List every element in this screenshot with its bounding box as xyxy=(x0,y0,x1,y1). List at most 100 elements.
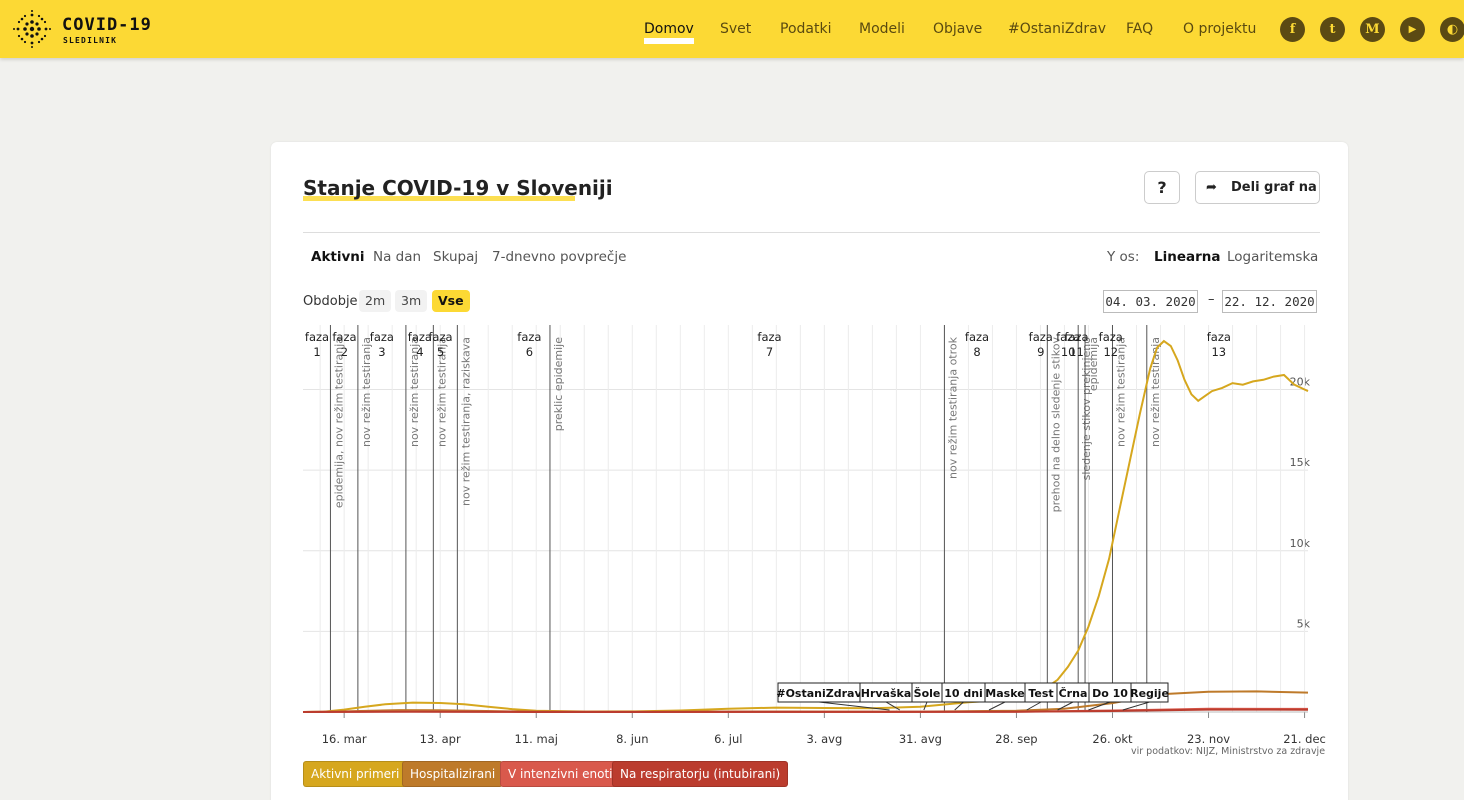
x-tick-label: 31. avg xyxy=(899,732,942,746)
phase-number: 13 xyxy=(1211,345,1226,359)
phase-number: 2 xyxy=(341,345,348,359)
phase-number: 3 xyxy=(378,345,385,359)
card-title: Stanje COVID-19 v Sloveniji xyxy=(303,176,613,200)
top-navbar: COVID-19 SLEDILNIK Domov Svet Podatki Mo… xyxy=(0,0,1464,58)
share-button[interactable]: ➦ Deli graf na xyxy=(1195,171,1320,204)
period-2m[interactable]: 2m xyxy=(359,290,392,312)
phase-number: 8 xyxy=(973,345,980,359)
phase-number: 4 xyxy=(416,345,423,359)
logo-title: COVID-19 xyxy=(62,15,152,35)
phase-label: faza xyxy=(1099,330,1123,344)
phase-label: faza xyxy=(332,330,356,344)
divider xyxy=(303,232,1320,233)
date-from-input[interactable]: 04. 03. 2020 xyxy=(1103,290,1198,313)
chart-card: Stanje COVID-19 v Sloveniji ? ➦ Deli gra… xyxy=(271,142,1348,800)
facebook-icon[interactable]: f xyxy=(1280,17,1305,42)
flag-label: #OstaniZdrav xyxy=(776,687,862,700)
y-axis-label: Y os: xyxy=(1107,249,1140,265)
x-tick-label: 23. nov xyxy=(1187,732,1230,746)
twitter-icon[interactable]: t xyxy=(1320,17,1345,42)
x-tick-label: 3. avg xyxy=(806,732,842,746)
flag-pointer xyxy=(988,701,1006,711)
phase-label: faza xyxy=(517,330,541,344)
nav-podatki[interactable]: Podatki xyxy=(780,21,832,37)
nav-ostanizdrav[interactable]: #OstaniZdrav xyxy=(1008,21,1106,37)
x-tick-label: 6. jul xyxy=(714,732,742,746)
phase-label: faza xyxy=(428,330,452,344)
nav-objave[interactable]: Objave xyxy=(933,21,983,37)
phase-label: faza xyxy=(1207,330,1231,344)
phase-label: faza xyxy=(1064,330,1088,344)
event-label: nov režim testiranja xyxy=(360,337,373,447)
nav-faq[interactable]: FAQ xyxy=(1126,21,1154,37)
x-tick-label: 26. okt xyxy=(1092,732,1133,746)
nav-svet[interactable]: Svet xyxy=(720,21,752,37)
phase-number: 11 xyxy=(1069,345,1084,359)
legend-hospitalizirani[interactable]: Hospitalizirani xyxy=(402,761,504,787)
phase-number: 9 xyxy=(1037,345,1044,359)
legend-respirator[interactable]: Na respiratorju (intubirani) xyxy=(612,761,789,787)
event-label: prehod na delno sledenje stikov xyxy=(1049,337,1062,513)
period-label: Obdobje xyxy=(303,294,358,309)
x-tick-label: 28. sep xyxy=(995,732,1037,746)
event-label: epidemija, nov režim testiranja xyxy=(332,337,345,508)
tab-skupaj[interactable]: Skupaj xyxy=(433,249,479,265)
flag-box xyxy=(1130,682,1169,703)
share-label: Deli graf na xyxy=(1231,180,1317,195)
event-label: nov režim testiranja xyxy=(408,337,421,447)
x-tick-label: 8. jun xyxy=(616,732,648,746)
data-source: vir podatkov: NIJZ, Ministrstvo za zdrav… xyxy=(1131,746,1326,757)
logo[interactable]: COVID-19 SLEDILNIK xyxy=(12,9,162,49)
phase-label: faza xyxy=(757,330,781,344)
flag-pointer xyxy=(1122,701,1150,711)
x-tick-label: 11. maj xyxy=(515,732,558,746)
event-label: sledenje stikov prekinjeno xyxy=(1080,337,1093,481)
help-button[interactable]: ? xyxy=(1144,171,1180,204)
period-vse[interactable]: Vse xyxy=(432,290,470,312)
phase-label: faza xyxy=(408,330,432,344)
event-label: nov režim testiranja xyxy=(435,337,448,447)
github-icon[interactable]: ◐ xyxy=(1440,17,1464,42)
date-to-input[interactable]: 22. 12. 2020 xyxy=(1222,290,1317,313)
y-axis-log[interactable]: Logaritemska xyxy=(1227,249,1319,265)
event-label: nov režim testiranja, raziskava xyxy=(459,337,472,506)
nav-o-projektu[interactable]: O projektu xyxy=(1183,21,1257,37)
series-line xyxy=(302,339,1309,713)
nav-domov[interactable]: Domov xyxy=(644,21,694,44)
nav-modeli[interactable]: Modeli xyxy=(859,21,905,37)
title-underline xyxy=(303,196,575,201)
y-tick-label: 5k xyxy=(1297,617,1311,630)
flag-pointer xyxy=(923,701,928,711)
logo-subtitle: SLEDILNIK xyxy=(63,36,118,45)
flag-label: Maske xyxy=(985,687,1024,700)
youtube-icon[interactable]: ▶ xyxy=(1400,17,1425,42)
x-tick-label: 16. mar xyxy=(322,732,367,746)
y-tick-label: 15k xyxy=(1290,456,1311,469)
period-3m[interactable]: 3m xyxy=(395,290,428,312)
x-tick-label: 13. apr xyxy=(420,732,461,746)
phase-label: faza xyxy=(305,330,329,344)
flag-pointer xyxy=(1057,701,1074,711)
event-label: nov režim testiranja otrok xyxy=(946,336,959,479)
flag-pointer xyxy=(1088,701,1111,711)
flag-label: Šole xyxy=(914,687,941,700)
flag-label: Hrvaška xyxy=(861,687,912,700)
legend-intenzivna[interactable]: V intenzivni enoti xyxy=(500,761,621,787)
legend-aktivni-primeri[interactable]: Aktivni primeri xyxy=(303,761,408,787)
tab-7-dnevno[interactable]: 7-dnevno povprečje xyxy=(492,249,627,265)
date-separator: – xyxy=(1208,292,1215,307)
series-line xyxy=(302,708,1309,714)
phase-number: 7 xyxy=(766,345,773,359)
flag-label: Regije xyxy=(1130,687,1169,700)
phase-number: 6 xyxy=(526,345,533,359)
phase-number: 10 xyxy=(1061,345,1076,359)
event-label: nov režim testiranja xyxy=(1114,337,1127,447)
medium-icon[interactable]: M xyxy=(1360,17,1385,42)
event-label: epidemija xyxy=(1087,337,1100,391)
tab-na-dan[interactable]: Na dan xyxy=(373,249,422,265)
flag-label: Do 10 xyxy=(1092,687,1128,700)
share-arrow-icon: ➦ xyxy=(1206,180,1217,195)
phase-label: faza xyxy=(1029,330,1053,344)
phase-number: 5 xyxy=(437,345,444,359)
